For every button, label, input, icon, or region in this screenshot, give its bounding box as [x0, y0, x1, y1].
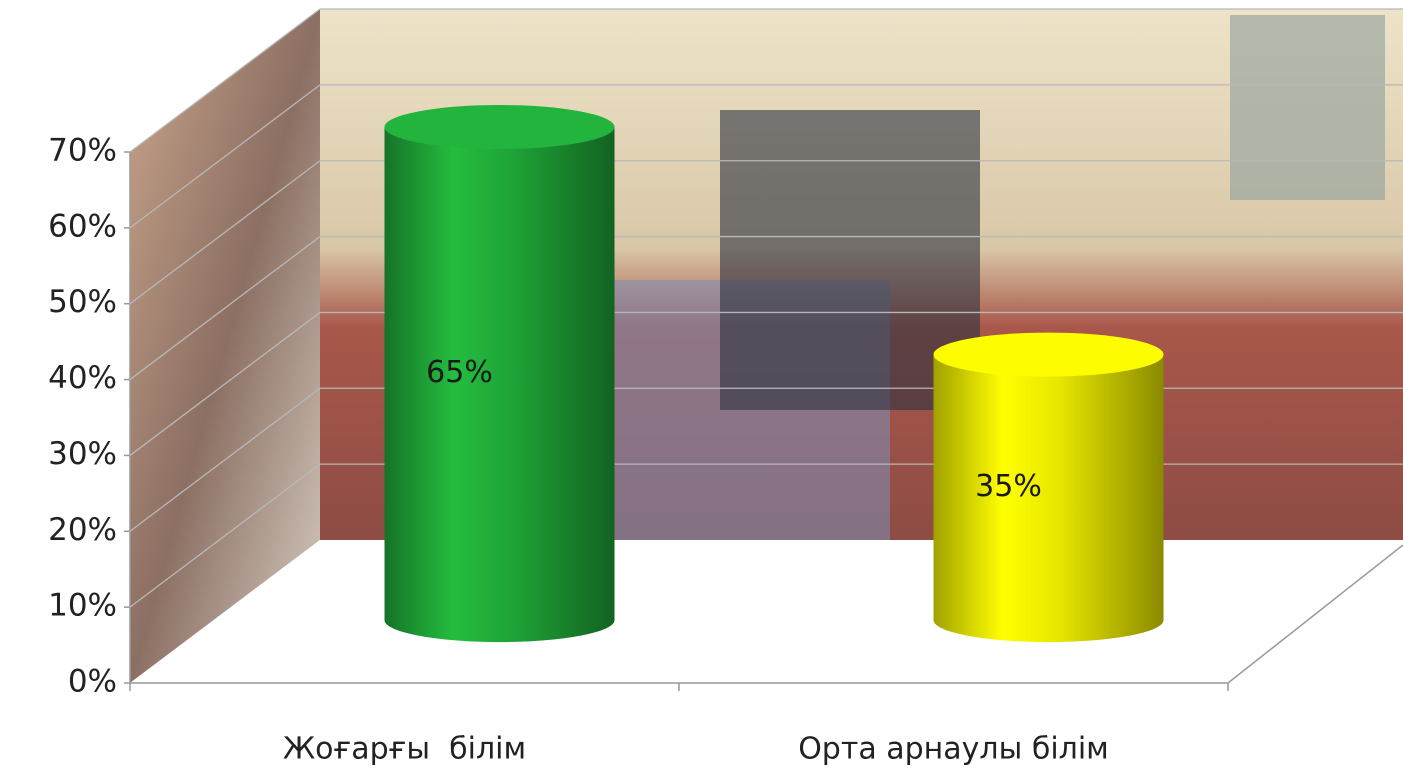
- grid-line: [129, 84, 321, 229]
- y-tick-label: 50%: [48, 284, 117, 320]
- value-label: 35%: [975, 469, 1042, 504]
- x-tick-label: Орта арнаулы білім: [798, 732, 1109, 767]
- y-tick-label: 30%: [48, 436, 117, 472]
- grid-line: [129, 160, 321, 305]
- side-wall: [130, 9, 320, 683]
- cylinder: [933, 354, 1164, 643]
- cylinder-top: [384, 105, 615, 150]
- y-tick-label: 20%: [48, 512, 117, 548]
- y-tick-label: 70%: [48, 133, 117, 169]
- y-tick-label: 10%: [48, 588, 117, 624]
- cylinder-top: [933, 332, 1164, 377]
- grid-line: [129, 463, 321, 608]
- y-tick-label: 0%: [68, 664, 117, 700]
- cylinder: [384, 127, 615, 643]
- y-tick-label: 60%: [48, 208, 117, 244]
- y-tick-label: 40%: [48, 360, 117, 396]
- grid-line: [129, 311, 321, 456]
- grid-line: [129, 236, 321, 381]
- photo-window: [1230, 15, 1385, 200]
- grid-line: [129, 387, 321, 532]
- x-tick-label: Жоғарғы білім: [283, 732, 526, 767]
- floor: [130, 540, 1403, 683]
- value-label: 65%: [426, 355, 493, 390]
- grid-line: [129, 8, 321, 153]
